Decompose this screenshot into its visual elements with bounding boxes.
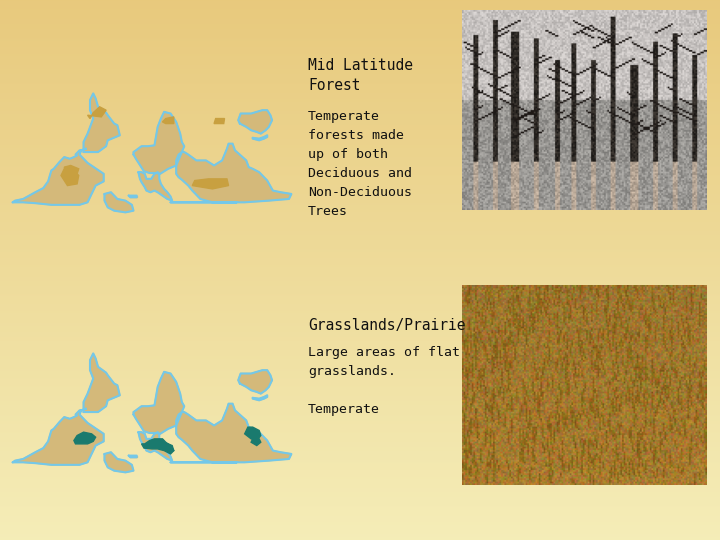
Polygon shape: [104, 192, 133, 212]
Polygon shape: [64, 165, 78, 174]
Polygon shape: [253, 395, 267, 400]
Polygon shape: [74, 432, 96, 444]
Polygon shape: [142, 439, 174, 454]
Polygon shape: [129, 456, 137, 457]
Polygon shape: [13, 409, 104, 465]
Polygon shape: [138, 172, 172, 201]
Text: Temperate
forests made
up of both
Deciduous and
Non-Deciduous
Trees: Temperate forests made up of both Decidu…: [308, 110, 412, 218]
Polygon shape: [104, 453, 133, 472]
Polygon shape: [88, 107, 106, 119]
Polygon shape: [133, 112, 184, 174]
Polygon shape: [129, 195, 137, 197]
Polygon shape: [13, 148, 104, 205]
Polygon shape: [238, 370, 272, 394]
Polygon shape: [163, 117, 174, 124]
Polygon shape: [245, 427, 261, 441]
Text: Mid Latitude
Forest: Mid Latitude Forest: [308, 58, 413, 93]
Text: Large areas of flat
grasslands.

Temperate: Large areas of flat grasslands. Temperat…: [308, 346, 460, 416]
Polygon shape: [61, 167, 78, 186]
Polygon shape: [166, 444, 174, 453]
Polygon shape: [214, 119, 225, 124]
Polygon shape: [138, 432, 172, 461]
Polygon shape: [192, 179, 228, 189]
Polygon shape: [238, 110, 272, 133]
Polygon shape: [133, 372, 184, 434]
Polygon shape: [251, 439, 261, 446]
Polygon shape: [171, 144, 292, 202]
Polygon shape: [253, 136, 267, 140]
Polygon shape: [84, 353, 120, 412]
Polygon shape: [171, 404, 292, 462]
Polygon shape: [84, 93, 120, 152]
Text: Grasslands/Prairie: Grasslands/Prairie: [308, 318, 466, 333]
